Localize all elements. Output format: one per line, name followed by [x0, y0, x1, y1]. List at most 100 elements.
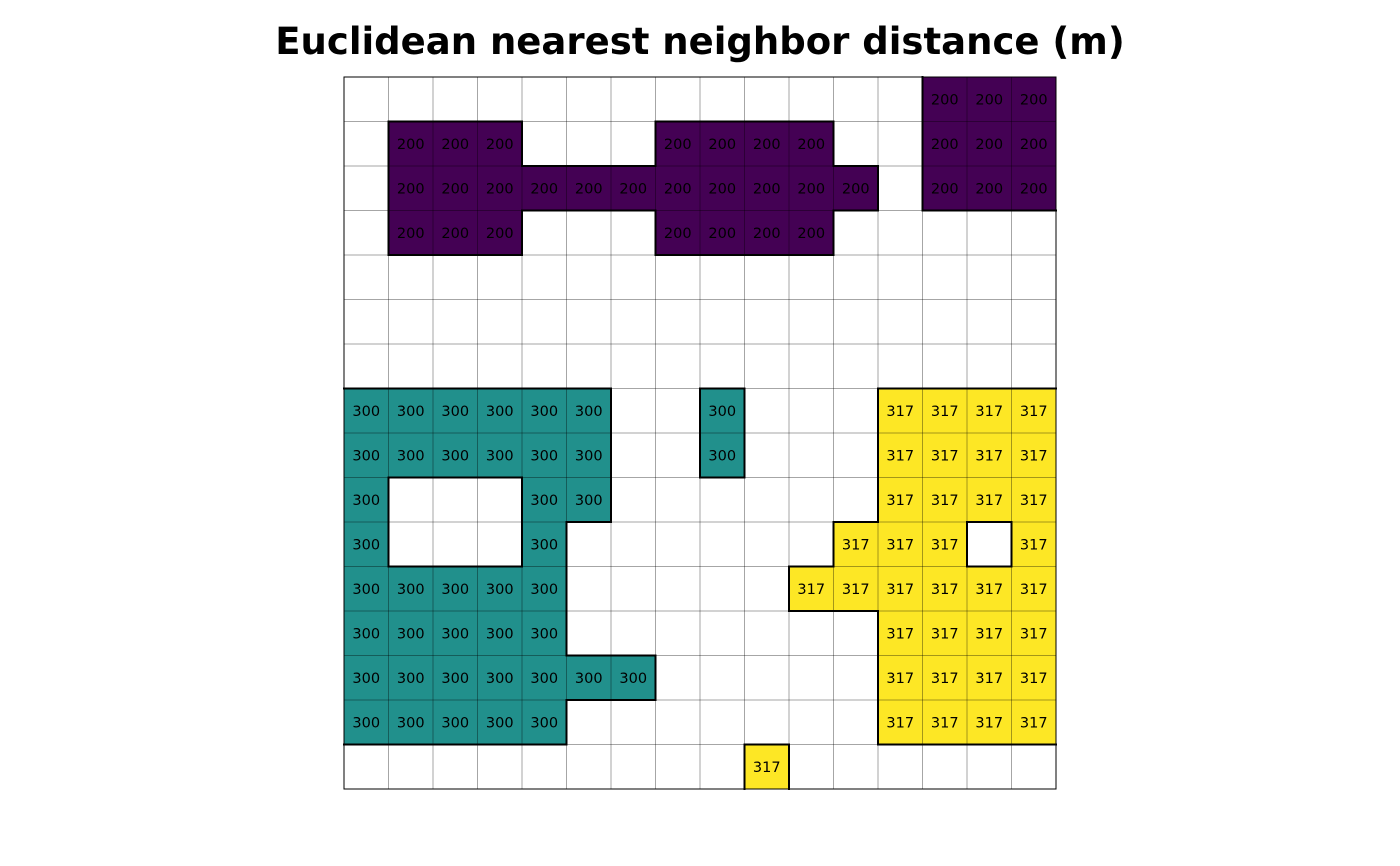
grid-cell [566, 744, 611, 789]
grid-cell [477, 744, 522, 789]
cell-value-label: 317 [931, 537, 959, 553]
grid-cell [388, 344, 433, 389]
grid-cell [833, 388, 878, 433]
grid-cell [433, 255, 478, 300]
grid-cell [433, 522, 478, 567]
grid-cell [344, 655, 389, 700]
grid-cell [967, 655, 1012, 700]
grid-cell [833, 611, 878, 656]
grid-cell [388, 210, 433, 255]
grid-cell [922, 210, 967, 255]
grid-cell [789, 299, 834, 344]
grid-cell [1011, 655, 1056, 700]
grid-cell [700, 255, 745, 300]
grid-cell [611, 611, 656, 656]
grid-cell [655, 121, 700, 166]
grid-cell [433, 299, 478, 344]
grid-cell [878, 121, 923, 166]
cell-value-label: 317 [931, 715, 959, 731]
chart-title: Euclidean nearest neighbor distance (m) [275, 20, 1125, 63]
grid-cell [833, 566, 878, 611]
grid-cell [388, 655, 433, 700]
grid-cell [922, 255, 967, 300]
grid-cell [878, 655, 923, 700]
grid-cell [744, 611, 789, 656]
grid-cell [655, 344, 700, 389]
grid-cell [522, 477, 567, 522]
grid-cell [744, 700, 789, 745]
cell-value-label: 200 [441, 137, 469, 153]
grid-cell [700, 344, 745, 389]
grid-cell [522, 255, 567, 300]
grid-cell [1011, 77, 1056, 122]
grid-cell [611, 166, 656, 211]
grid-cell [433, 566, 478, 611]
cell-value-label: 300 [486, 626, 514, 642]
grid-cell [1011, 566, 1056, 611]
grid-cell [344, 566, 389, 611]
grid-cell [522, 121, 567, 166]
grid-cell [833, 433, 878, 478]
grid-cell [922, 700, 967, 745]
grid-cell [878, 77, 923, 122]
cell-value-label: 300 [486, 671, 514, 687]
grid-cell [433, 121, 478, 166]
grid-cell [522, 166, 567, 211]
grid-cell [700, 77, 745, 122]
cell-value-label: 200 [397, 226, 425, 242]
grid-cell [1011, 522, 1056, 567]
grid-cell [388, 477, 433, 522]
grid-cell [388, 611, 433, 656]
grid-cell [967, 477, 1012, 522]
cell-value-label: 200 [975, 181, 1003, 197]
grid-cell [433, 477, 478, 522]
cell-value-label: 317 [886, 671, 914, 687]
cell-value-label: 300 [441, 626, 469, 642]
cell-value-label: 300 [619, 671, 647, 687]
cell-value-label: 300 [352, 582, 380, 598]
grid-cell [655, 522, 700, 567]
cell-value-label: 200 [797, 181, 825, 197]
grid-cell [967, 700, 1012, 745]
grid-cell [789, 166, 834, 211]
cell-value-label: 200 [975, 137, 1003, 153]
grid-cell [522, 388, 567, 433]
grid-cell [967, 522, 1012, 567]
cell-value-label: 317 [975, 671, 1003, 687]
grid-cell [700, 299, 745, 344]
grid-cell [789, 77, 834, 122]
grid-cell [477, 433, 522, 478]
grid-cell [833, 77, 878, 122]
grid-cell [566, 344, 611, 389]
grid-cell [611, 522, 656, 567]
cell-value-label: 200 [575, 181, 603, 197]
grid-cell [1011, 344, 1056, 389]
cell-value-label: 317 [753, 760, 781, 776]
grid-cell [967, 299, 1012, 344]
grid-cell [1011, 477, 1056, 522]
cell-value-label: 200 [619, 181, 647, 197]
grid-cell [344, 255, 389, 300]
grid-cell [477, 700, 522, 745]
grid-cell [922, 77, 967, 122]
cells-layer [344, 77, 1056, 789]
grid-cell [789, 433, 834, 478]
cell-value-label: 200 [931, 181, 959, 197]
grid-cell [833, 744, 878, 789]
grid-cell [344, 744, 389, 789]
plot-frame [343, 76, 1057, 790]
grid-cell [477, 255, 522, 300]
grid-cell [655, 611, 700, 656]
grid-cell [744, 299, 789, 344]
grid-cell [611, 255, 656, 300]
grid-cell [700, 655, 745, 700]
cell-value-label: 200 [753, 137, 781, 153]
cell-value-label: 200 [664, 226, 692, 242]
grid-cell [566, 77, 611, 122]
grid-cell [522, 566, 567, 611]
cell-value-label: 317 [1020, 715, 1048, 731]
cell-value-label: 200 [931, 92, 959, 108]
grid-cell [1011, 744, 1056, 789]
grid-cell [1011, 611, 1056, 656]
